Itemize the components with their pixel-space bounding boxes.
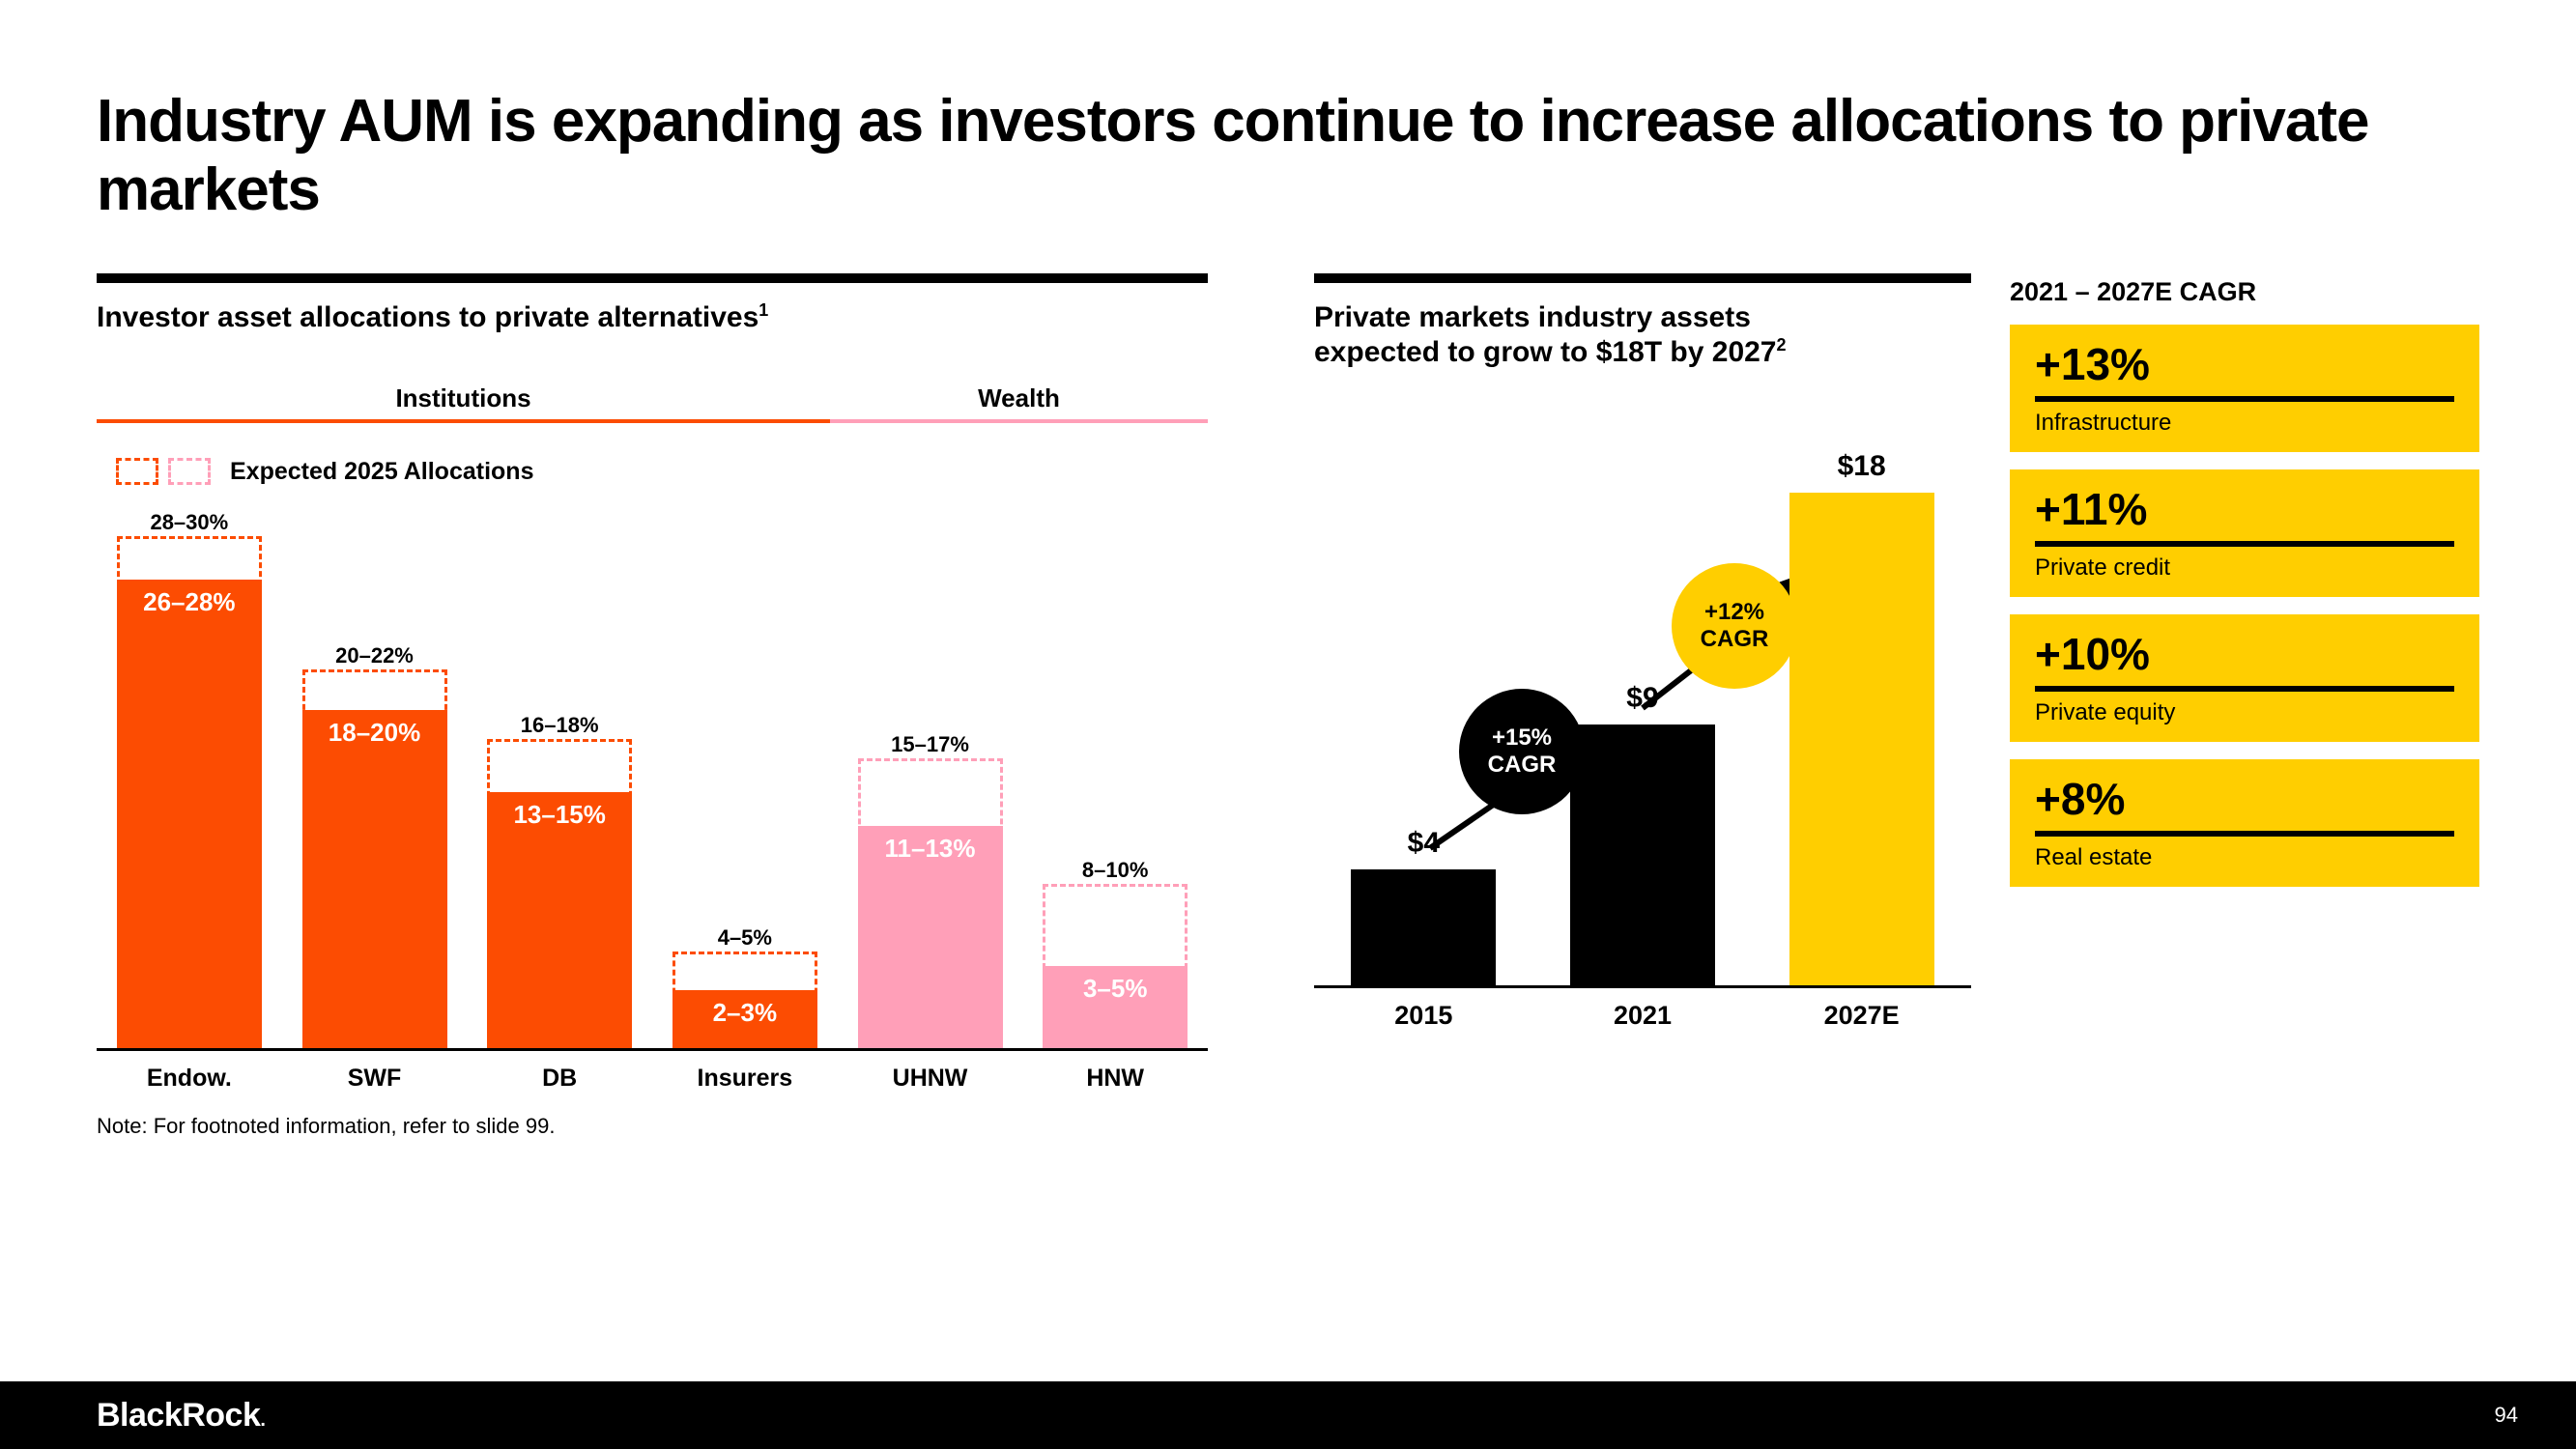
expected-label: 28–30% bbox=[150, 510, 228, 535]
expected-label: 4–5% bbox=[718, 925, 772, 951]
bar-slot: 16–18% 13–15% bbox=[467, 505, 652, 1048]
slide-title: Industry AUM is expanding as investors c… bbox=[97, 87, 2479, 225]
cagr-pct: +13% bbox=[2035, 342, 2454, 386]
growth-x-label: 2021 bbox=[1570, 1001, 1715, 1031]
cagr-cards-column: 2021 – 2027E CAGR +13% Infrastructure +11%… bbox=[2010, 273, 2479, 1139]
cagr-pct: +8% bbox=[2035, 777, 2454, 821]
bar-value: 18–20% bbox=[302, 718, 447, 748]
legend-swatch-pink bbox=[168, 458, 211, 485]
expected-label: 16–18% bbox=[521, 713, 599, 738]
group-underline bbox=[830, 419, 1208, 423]
left-panel: Investor asset allocations to private al… bbox=[97, 273, 1208, 1139]
expected-label: 8–10% bbox=[1082, 858, 1149, 883]
bar-fill: 13–15% bbox=[487, 792, 632, 1048]
legend-swatches bbox=[116, 458, 211, 485]
bar-fill: 11–13% bbox=[858, 826, 1003, 1048]
group-wealth-label: Wealth bbox=[978, 384, 1060, 412]
expected-label: 15–17% bbox=[891, 732, 969, 757]
footnote-sup: 2 bbox=[1777, 335, 1787, 355]
bar-slot: 28–30% 26–28% bbox=[97, 505, 282, 1048]
group-underline bbox=[97, 419, 830, 423]
right-section-title: Private markets industry assets expected… bbox=[1314, 300, 1855, 370]
bar-fill: 26–28% bbox=[117, 580, 262, 1048]
cagr-bubble: +12%CAGR bbox=[1672, 563, 1797, 689]
right-section-title-text: Private markets industry assets expected… bbox=[1314, 301, 1777, 368]
x-label: Insurers bbox=[652, 1065, 838, 1093]
cagr-rule bbox=[2035, 686, 2454, 692]
right-panel: Private markets industry assets expected… bbox=[1314, 273, 2479, 1139]
allocations-chart: 28–30% 26–28% 20–22% 18–20% 16–18% 13–15% 4–5%… bbox=[97, 505, 1208, 1051]
cagr-card: +13% Infrastructure bbox=[2010, 325, 2479, 452]
group-wealth: Wealth bbox=[830, 384, 1208, 431]
growth-bar-label: $18 bbox=[1789, 450, 1934, 483]
growth-x-label: 2015 bbox=[1351, 1001, 1496, 1031]
bar-slot: 15–17% 11–13% bbox=[838, 505, 1023, 1048]
growth-x-label: 2027E bbox=[1789, 1001, 1934, 1031]
x-label: DB bbox=[467, 1065, 652, 1093]
bubble-pct: +15% bbox=[1492, 724, 1552, 752]
bar-slot: 4–5% 2–3% bbox=[652, 505, 838, 1048]
expected-label: 20–22% bbox=[335, 643, 414, 668]
content-columns: Investor asset allocations to private al… bbox=[97, 273, 2479, 1139]
bubble-label: CAGR bbox=[1701, 626, 1769, 653]
cagr-pct: +11% bbox=[2035, 487, 2454, 531]
bar-fill: 18–20% bbox=[302, 710, 447, 1048]
x-label: HNW bbox=[1022, 1065, 1208, 1093]
divider bbox=[97, 273, 1208, 283]
growth-bar: $18 bbox=[1789, 493, 1934, 985]
x-label: Endow. bbox=[97, 1065, 282, 1093]
legend-swatch-orange bbox=[116, 458, 158, 485]
growth-chart: $4$9$18 201520212027E +15%CAGR+12%CAGR bbox=[1314, 399, 1971, 1017]
divider bbox=[1314, 273, 1971, 283]
bar-fill: 3–5% bbox=[1043, 966, 1188, 1048]
bar-value: 2–3% bbox=[673, 998, 817, 1028]
group-institutions: Institutions bbox=[97, 384, 830, 431]
cagr-rule bbox=[2035, 541, 2454, 547]
growth-bar-label: $4 bbox=[1351, 827, 1496, 860]
growth-bar: $4 bbox=[1351, 869, 1496, 985]
bar-value: 13–15% bbox=[487, 800, 632, 830]
cagr-heading: 2021 – 2027E CAGR bbox=[2010, 277, 2479, 307]
bar-value: 11–13% bbox=[858, 834, 1003, 864]
brand-logo: BlackRock bbox=[97, 1397, 265, 1435]
bubble-label: CAGR bbox=[1488, 752, 1557, 779]
bar-value: 3–5% bbox=[1043, 974, 1188, 1004]
cagr-cards: +13% Infrastructure +11% Private credit +10%… bbox=[2010, 325, 2479, 887]
growth-bar-label: $9 bbox=[1570, 682, 1715, 715]
x-axis-labels: Endow.SWFDBInsurersUHNWHNW bbox=[97, 1065, 1208, 1093]
footnote-sup: 1 bbox=[758, 300, 768, 320]
group-institutions-label: Institutions bbox=[395, 384, 530, 412]
cagr-card: +11% Private credit bbox=[2010, 469, 2479, 597]
cagr-bubble: +15%CAGR bbox=[1459, 689, 1585, 814]
footer-bar: BlackRock 94 bbox=[0, 1381, 2576, 1449]
cagr-label: Private equity bbox=[2035, 699, 2454, 726]
legend-text: Expected 2025 Allocations bbox=[230, 458, 533, 486]
group-headers: Institutions Wealth bbox=[97, 384, 1208, 431]
footnote-text: Note: For footnoted information, refer t… bbox=[97, 1114, 1208, 1139]
bar-fill: 2–3% bbox=[673, 990, 817, 1048]
bar-slot: 20–22% 18–20% bbox=[282, 505, 468, 1048]
growth-bars: $4 $9 $18 bbox=[1314, 467, 1971, 988]
x-label: UHNW bbox=[838, 1065, 1023, 1093]
legend: Expected 2025 Allocations bbox=[116, 458, 1208, 486]
cagr-rule bbox=[2035, 396, 2454, 402]
page-number: 94 bbox=[2495, 1403, 2518, 1428]
bubble-pct: +12% bbox=[1704, 599, 1764, 626]
cagr-card: +10% Private equity bbox=[2010, 614, 2479, 742]
x-label: SWF bbox=[282, 1065, 468, 1093]
cagr-label: Infrastructure bbox=[2035, 410, 2454, 437]
growth-chart-wrap: Private markets industry assets expected… bbox=[1314, 273, 1971, 1139]
slide: Industry AUM is expanding as investors c… bbox=[0, 0, 2576, 1449]
cagr-label: Private credit bbox=[2035, 554, 2454, 582]
cagr-pct: +10% bbox=[2035, 632, 2454, 676]
left-section-title-text: Investor asset allocations to private al… bbox=[97, 301, 758, 333]
cagr-rule bbox=[2035, 831, 2454, 837]
growth-bar: $9 bbox=[1570, 724, 1715, 985]
left-section-title: Investor asset allocations to private al… bbox=[97, 300, 1208, 335]
cagr-card: +8% Real estate bbox=[2010, 759, 2479, 887]
growth-x-labels: 2015 2021 2027E bbox=[1314, 1001, 1971, 1031]
cagr-label: Real estate bbox=[2035, 844, 2454, 871]
bar-slot: 8–10% 3–5% bbox=[1022, 505, 1208, 1048]
bar-value: 26–28% bbox=[117, 587, 262, 617]
